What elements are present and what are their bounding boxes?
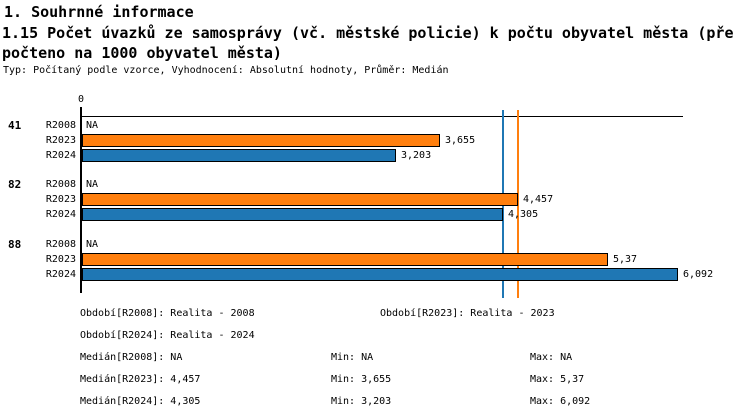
stat-max-r2023: Max: 5,37 — [530, 374, 585, 385]
bar-value-label: 6,092 — [683, 269, 714, 280]
series-row-label: R2024 — [45, 269, 76, 280]
group-label: 41 — [8, 119, 22, 132]
bar-r2024 — [82, 149, 396, 162]
bar-value-label: 3,203 — [401, 150, 432, 161]
bar-r2023 — [82, 253, 608, 266]
stat-max-r2008: Max: NA — [530, 352, 573, 363]
bar-r2023 — [82, 193, 518, 206]
x-axis-line — [81, 116, 683, 117]
series-row-label: R2024 — [45, 150, 76, 161]
indicator-title-line2: počteno na 1000 obyvatel města) — [2, 44, 282, 62]
indicator-title-line1: 1.15 Počet úvazků ze samosprávy (vč. měs… — [2, 24, 734, 42]
group-label: 88 — [8, 238, 22, 251]
series-row-label: R2023 — [45, 194, 76, 205]
na-value-label: NA — [86, 120, 99, 131]
stat-obdobi-r2008: Období[R2008]: Realita - 2008 — [80, 308, 255, 319]
indicator-meta: Typ: Počítaný podle vzorce, Vyhodnocení:… — [3, 65, 449, 76]
bar-value-label: 5,37 — [613, 254, 638, 265]
stat-min-r2008: Min: NA — [331, 352, 374, 363]
stat-median-r2023: Medián[R2023]: 4,457 — [80, 374, 201, 385]
bar-value-label: 3,655 — [445, 135, 476, 146]
series-row-label: R2008 — [45, 239, 76, 250]
series-row-label: R2023 — [45, 135, 76, 146]
group-label: 82 — [8, 178, 22, 191]
bar-value-label: 4,457 — [523, 194, 554, 205]
section-title: 1. Souhrnné informace — [4, 3, 194, 21]
series-row-label: R2023 — [45, 254, 76, 265]
stat-median-r2008: Medián[R2008]: NA — [80, 352, 183, 363]
bar-r2024 — [82, 208, 503, 221]
series-row-label: R2008 — [45, 179, 76, 190]
reference-line-median-r2023 — [517, 110, 519, 298]
stat-obdobi-r2023: Období[R2023]: Realita - 2023 — [380, 308, 555, 319]
axis-zero-tick-label: 0 — [77, 94, 85, 105]
na-value-label: NA — [86, 179, 99, 190]
series-row-label: R2008 — [45, 120, 76, 131]
bar-r2024 — [82, 268, 678, 281]
y-axis-line — [80, 107, 82, 293]
bar-value-label: 4,305 — [508, 209, 539, 220]
series-row-label: R2024 — [45, 209, 76, 220]
stat-min-r2023: Min: 3,655 — [331, 374, 392, 385]
stat-obdobi-r2024: Období[R2024]: Realita - 2024 — [80, 330, 255, 341]
na-value-label: NA — [86, 239, 99, 250]
bar-r2023 — [82, 134, 440, 147]
stat-median-r2024: Medián[R2024]: 4,305 — [80, 396, 201, 407]
stat-min-r2024: Min: 3,203 — [331, 396, 392, 407]
stat-max-r2024: Max: 6,092 — [530, 396, 591, 407]
